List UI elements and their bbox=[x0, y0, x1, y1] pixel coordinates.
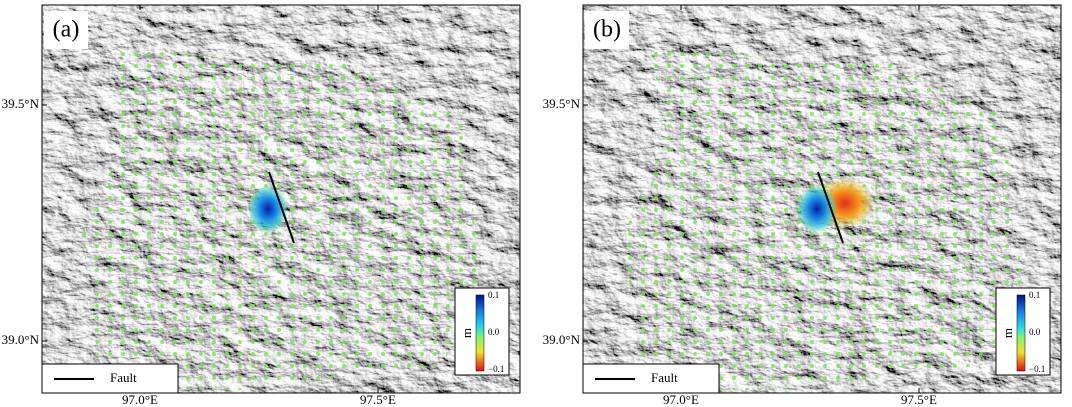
colorbar-tick-label: −0.1 bbox=[1029, 364, 1045, 374]
lat-label: 39.5°N bbox=[543, 96, 581, 111]
frame bbox=[41, 4, 521, 394]
lat-label: 39.5°N bbox=[2, 96, 40, 111]
legend-label: Fault bbox=[110, 370, 137, 385]
map-panel bbox=[42, 5, 520, 393]
lat-label: 39.0°N bbox=[2, 332, 40, 347]
colorbar-unit: m bbox=[1000, 328, 1015, 338]
lon-label: 97.0°E bbox=[663, 392, 699, 407]
colorbar-tick-label: 0.0 bbox=[488, 327, 500, 337]
fault bbox=[817, 171, 844, 244]
colorbar bbox=[1016, 294, 1026, 372]
frame bbox=[582, 4, 1062, 394]
colorbar bbox=[475, 294, 485, 372]
fault bbox=[268, 171, 295, 244]
colorbar-unit: m bbox=[459, 328, 474, 338]
panel-label: (b) bbox=[593, 17, 621, 43]
lat-label: 39.0°N bbox=[543, 332, 581, 347]
lon-label: 97.0°E bbox=[122, 392, 158, 407]
colorbar-tick-label: 0.1 bbox=[488, 290, 499, 300]
colorbar-tick-label: −0.1 bbox=[488, 364, 504, 374]
lon-label: 97.5°E bbox=[901, 392, 937, 407]
legend-label: Fault bbox=[651, 370, 678, 385]
label-box bbox=[585, 11, 629, 49]
label-box bbox=[44, 11, 88, 49]
lon-label: 97.5°E bbox=[360, 392, 396, 407]
colorbar-tick-label: 0.0 bbox=[1029, 327, 1041, 337]
map-panel bbox=[583, 5, 1061, 393]
panel-label: (a) bbox=[53, 17, 80, 43]
colorbar-tick-label: 0.1 bbox=[1029, 290, 1040, 300]
